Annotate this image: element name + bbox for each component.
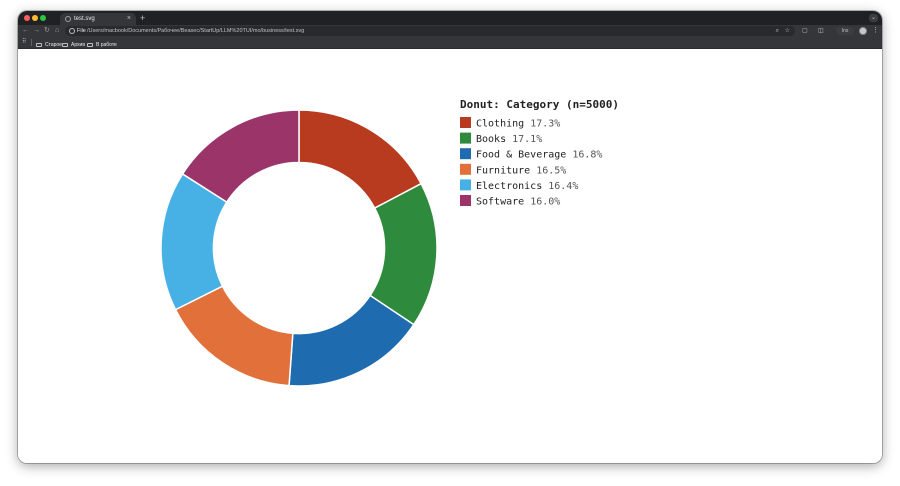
- info-icon[interactable]: [69, 28, 75, 34]
- tab-strip: test.svg × + ⌄: [18, 11, 882, 25]
- folder-icon: [36, 42, 42, 47]
- globe-icon: [65, 16, 71, 22]
- new-tab-button[interactable]: +: [140, 13, 146, 23]
- legend-item-percent: 17.3%: [530, 119, 560, 130]
- close-icon[interactable]: ×: [126, 15, 131, 22]
- apps-grid-icon[interactable]: ⠿: [22, 39, 27, 45]
- folder-icon: [62, 42, 68, 47]
- legend-swatch: [460, 163, 471, 175]
- sidebar-icon[interactable]: ◫: [818, 28, 824, 34]
- donut-chart: Donut: Category (n=5000) Clothing 17.3% B…: [160, 98, 619, 387]
- scheme-label: File: [77, 28, 86, 34]
- legend-item-label: Software 16.0%: [476, 197, 560, 208]
- kebab-menu-icon[interactable]: ⋮: [872, 27, 879, 34]
- legend-item-percent: 16.4%: [548, 181, 578, 192]
- bookmark-label: В работе: [96, 42, 117, 49]
- legend-title: Donut: Category (n=5000): [460, 98, 619, 111]
- bookmark-label: Старое: [45, 42, 62, 49]
- profile-button[interactable]: Ins: [836, 27, 854, 35]
- donut-slices: [160, 109, 438, 387]
- legend-swatch: [460, 195, 471, 206]
- legend-item-label: Furniture 16.5%: [476, 165, 566, 176]
- legend-item-label: Electronics 16.4%: [476, 181, 578, 192]
- legend-swatch: [460, 117, 471, 128]
- window-maximize-button[interactable]: [40, 15, 46, 21]
- bookmark-label: Архив: [71, 42, 86, 49]
- page-content: Donut: Category (n=5000) Clothing 17.3% B…: [18, 49, 882, 463]
- window-close-button[interactable]: [24, 15, 30, 21]
- tab-test-svg[interactable]: test.svg ×: [60, 13, 136, 25]
- star-icon[interactable]: ☆: [784, 28, 790, 34]
- legend-item-label: Books 17.1%: [476, 134, 542, 145]
- tab-title: test.svg: [74, 16, 95, 22]
- legend-item-percent: 16.8%: [572, 150, 602, 161]
- bookmark-folder[interactable]: В работе: [87, 37, 117, 48]
- back-button[interactable]: ←: [22, 27, 29, 34]
- tab-search-button[interactable]: ⌄: [869, 14, 878, 22]
- legend-swatch: [460, 132, 471, 144]
- legend-item-label: Clothing 17.3%: [476, 119, 560, 130]
- donut-slice-software: [181, 109, 300, 204]
- bookmark-folder[interactable]: Старое: [36, 37, 62, 48]
- bookmark-folder[interactable]: Архив: [62, 37, 85, 48]
- extensions-icon[interactable]: ▢: [802, 28, 808, 34]
- chart-legend: Clothing 17.3% Books 17.1% Food & Beverage…: [460, 117, 602, 208]
- zoom-icon[interactable]: ⌕: [775, 28, 779, 34]
- legend-item-label: Food & Beverage 16.8%: [476, 150, 602, 161]
- bookmarks-divider: [31, 39, 32, 46]
- avatar[interactable]: [859, 27, 867, 35]
- browser-window: test.svg × + ⌄ ← → ↻ ⌂ File /Users/macbo…: [18, 11, 882, 463]
- bookmarks-bar: ⠿ Старое Архив В работе: [18, 37, 882, 49]
- reload-button[interactable]: ↻: [44, 27, 50, 34]
- url-text[interactable]: /Users/macbook/Documents/Рабочее/Bеasec/…: [87, 28, 305, 34]
- legend-item-percent: 16.5%: [536, 165, 566, 176]
- home-button[interactable]: ⌂: [55, 27, 60, 34]
- legend-swatch: [460, 179, 471, 191]
- address-bar[interactable]: File /Users/macbook/Documents/Рабочее/Bе…: [65, 26, 795, 36]
- forward-button[interactable]: →: [33, 27, 40, 34]
- window-minimize-button[interactable]: [32, 15, 38, 21]
- folder-icon: [87, 42, 93, 47]
- legend-item-percent: 17.1%: [512, 134, 542, 145]
- legend-swatch: [460, 148, 471, 160]
- legend-item-percent: 16.0%: [530, 197, 560, 208]
- browser-toolbar: ← → ↻ ⌂ File /Users/macbook/Documents/Ра…: [18, 25, 882, 37]
